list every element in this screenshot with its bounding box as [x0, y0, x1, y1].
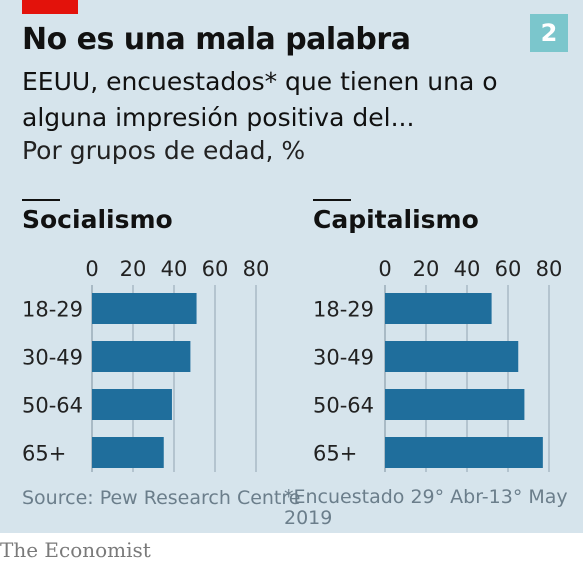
- category-label-socialismo-50-64: 50-64: [22, 394, 83, 418]
- tick-label-socialismo-20: 20: [120, 257, 147, 281]
- bar-socialismo-65+: [92, 437, 164, 468]
- chart-number-badge: 2: [530, 14, 568, 52]
- bar-capitalismo-50-64: [385, 389, 525, 420]
- chart-title: No es una mala palabra: [22, 22, 411, 57]
- category-label-socialismo-30-49: 30-49: [22, 346, 83, 370]
- category-label-capitalismo-50-64: 50-64: [313, 394, 374, 418]
- tick-label-socialismo-60: 60: [202, 257, 229, 281]
- source-note: Source: Pew Research Centre: [22, 487, 301, 509]
- brand-wordmark: The Economist: [0, 538, 151, 562]
- tick-label-capitalismo-0: 0: [378, 257, 391, 281]
- bar-socialismo-18-29: [92, 293, 197, 324]
- brand-red-tab: [22, 0, 78, 14]
- bar-capitalismo-18-29: [385, 293, 492, 324]
- panel-rule-socialismo: [22, 199, 60, 201]
- tick-label-socialismo-40: 40: [161, 257, 188, 281]
- panel-rule-capitalismo: [313, 199, 351, 201]
- bar-socialismo-30-49: [92, 341, 191, 372]
- tick-label-capitalismo-40: 40: [454, 257, 481, 281]
- chart-subtitle: EEUU, encuestados* que tienen una o algu…: [22, 67, 498, 132]
- category-label-capitalismo-30-49: 30-49: [313, 346, 374, 370]
- chart-unit-label: Por grupos de edad, %: [22, 136, 306, 165]
- category-label-capitalismo-65+: 65+: [313, 442, 357, 466]
- bar-charts: 0 20 40 60 80 18-29 30-49 50-64 65+ 0 20 40 60 80 18-2…: [22, 257, 563, 472]
- chart-panel: 2 No es una mala palabra EEUU, encuestad…: [0, 0, 583, 533]
- category-label-socialismo-65+: 65+: [22, 442, 66, 466]
- tick-label-socialismo-80: 80: [243, 257, 270, 281]
- tick-label-capitalismo-60: 60: [495, 257, 522, 281]
- bar-socialismo-50-64: [92, 389, 172, 420]
- category-label-socialismo-18-29: 18-29: [22, 298, 83, 322]
- tick-label-socialismo-0: 0: [85, 257, 98, 281]
- panel-title-socialismo: Socialismo: [22, 205, 173, 234]
- category-label-capitalismo-18-29: 18-29: [313, 298, 374, 322]
- tick-label-capitalismo-80: 80: [536, 257, 563, 281]
- survey-footnote: *Encuestado 29° Abr-13° May 2019: [284, 486, 568, 529]
- tick-label-capitalismo-20: 20: [413, 257, 440, 281]
- bar-capitalismo-30-49: [385, 341, 519, 372]
- bar-capitalismo-65+: [385, 437, 543, 468]
- panel-title-capitalismo: Capitalismo: [313, 205, 479, 234]
